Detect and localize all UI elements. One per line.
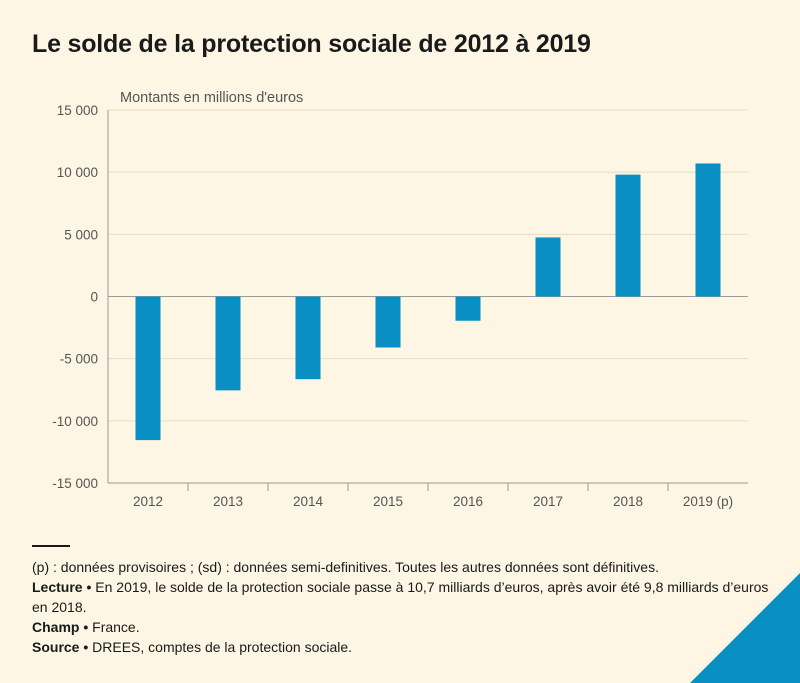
bar [215, 296, 241, 391]
source-note: Source • DREES, comptes de la protection… [32, 637, 772, 657]
x-tick-label: 2013 [213, 494, 243, 509]
units-label: Montants en millions d'euros [120, 90, 303, 106]
bar [615, 174, 641, 297]
footnote: (p) : données provisoires ; (sd) : donné… [32, 559, 659, 575]
bars [135, 163, 721, 441]
lecture-label: Lecture • [32, 579, 92, 595]
y-tick-label: 15 000 [57, 103, 98, 118]
bar [135, 296, 161, 441]
x-tick-label: 2012 [133, 494, 163, 509]
x-tick-label: 2016 [453, 494, 483, 509]
footer-rule [32, 545, 70, 547]
y-tick-label: 5 000 [64, 227, 98, 242]
champ-note: Champ • France. [32, 617, 772, 637]
x-tick-label: 2015 [373, 494, 403, 509]
y-tick-label: -15 000 [52, 476, 98, 491]
y-tick-label: -10 000 [52, 414, 98, 429]
x-tick-label: 2019 (p) [683, 494, 733, 509]
bar-chart: Montants en millions d'euros 15 000 10 00… [52, 90, 748, 509]
chart-footer: (p) : données provisoires ; (sd) : donné… [32, 545, 772, 657]
corner-triangle-decoration [690, 573, 800, 683]
chart-title: Le solde de la protection sociale de 201… [32, 30, 591, 58]
bar [295, 296, 321, 380]
x-tick-label: 2017 [533, 494, 563, 509]
bar [535, 237, 561, 297]
bar [375, 296, 401, 348]
source-text: DREES, comptes de la protection sociale. [92, 639, 353, 655]
y-tick-label: 10 000 [57, 165, 98, 180]
x-tick-label: 2018 [613, 494, 643, 509]
lecture-note: Lecture • En 2019, le solde de la protec… [32, 577, 772, 617]
x-axis: 2012 2013 2014 2015 2016 2017 2018 2019 (p) [108, 482, 748, 509]
bar [455, 296, 481, 321]
x-tick-label: 2014 [293, 494, 324, 509]
source-label: Source • [32, 639, 89, 655]
champ-text: France. [92, 619, 140, 635]
lecture-text: En 2019, le solde de la protection socia… [32, 579, 769, 615]
y-tick-label: 0 [90, 290, 98, 305]
grid-lines [108, 109, 748, 484]
bar [695, 163, 721, 297]
y-tick-label: -5 000 [60, 352, 98, 367]
y-axis: 15 000 10 000 5 000 0 -5 000 -10 000 -15 000 [52, 103, 109, 491]
champ-label: Champ • [32, 619, 89, 635]
